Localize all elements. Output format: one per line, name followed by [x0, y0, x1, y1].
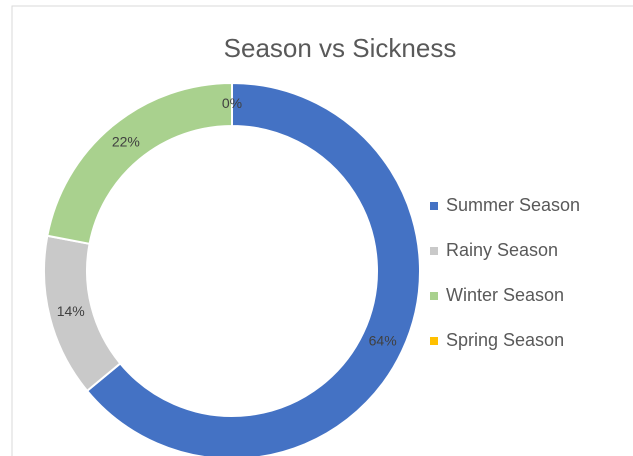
- legend-swatch: [430, 292, 438, 300]
- legend-label: Summer Season: [446, 195, 580, 215]
- legend-label: Spring Season: [446, 330, 564, 350]
- legend-label: Rainy Season: [446, 240, 558, 260]
- slice: [85, 81, 421, 456]
- legend-swatch: [430, 202, 438, 210]
- legend-label: Winter Season: [446, 285, 564, 305]
- data-label: 0%: [222, 95, 242, 111]
- legend-swatch: [430, 337, 438, 345]
- chart-title: Season vs Sickness: [224, 33, 457, 63]
- data-label: 14%: [57, 303, 85, 319]
- slice: [46, 81, 233, 245]
- data-label: 22%: [112, 133, 140, 149]
- legend-swatch: [430, 247, 438, 255]
- data-label: 64%: [369, 333, 397, 349]
